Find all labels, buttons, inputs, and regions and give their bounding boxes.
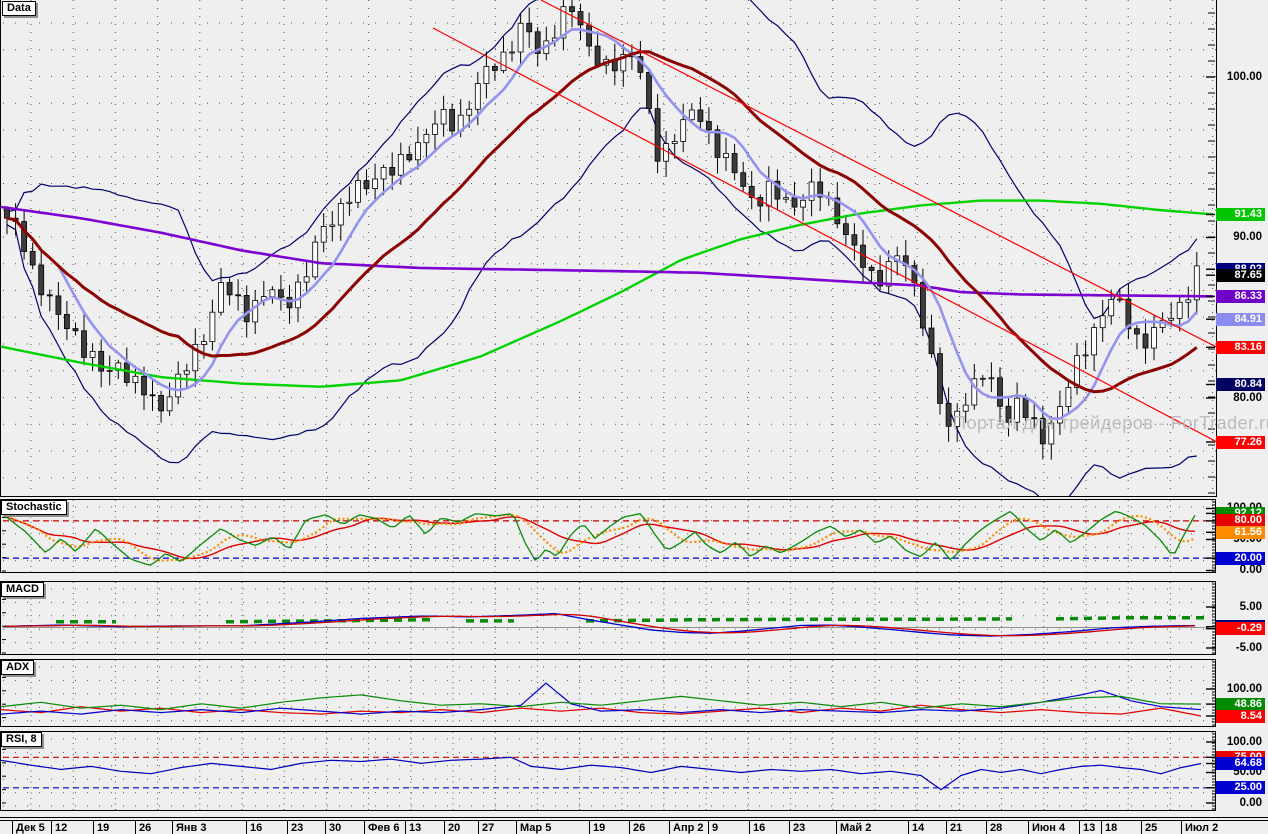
- scale-badge: 48.86: [1216, 697, 1265, 711]
- scale-badge: 87.65: [1216, 268, 1265, 282]
- scale-badge: 83.16: [1216, 340, 1265, 354]
- date-label: Апр 2: [673, 822, 704, 834]
- date-label: 26: [139, 822, 152, 834]
- date-label: 23: [291, 822, 304, 834]
- scale-label: 0.00: [1239, 564, 1262, 576]
- date-label: Янв 3: [176, 822, 207, 834]
- adx-panel-label[interactable]: ADX: [1, 660, 35, 675]
- date-label: 20: [448, 822, 461, 834]
- date-tick: [749, 821, 750, 834]
- date-label: 30: [329, 822, 342, 834]
- adx-canvas: [1, 660, 1215, 726]
- scale-badge: 80.00: [1216, 514, 1265, 528]
- time-axis-line: [0, 820, 1268, 821]
- date-tick: [172, 821, 173, 834]
- date-label: Дек 5: [16, 822, 45, 834]
- adx-panel[interactable]: [0, 659, 1216, 727]
- scale-badge: 61.56: [1216, 525, 1265, 539]
- stochastic-canvas: [2, 500, 1215, 572]
- date-tick: [1181, 821, 1182, 834]
- stochastic-panel[interactable]: [0, 499, 1216, 573]
- date-tick: [287, 821, 288, 834]
- scale-badge: 86.33: [1216, 289, 1265, 303]
- date-label: 16: [250, 822, 263, 834]
- date-tick: [1028, 821, 1029, 834]
- price-panel[interactable]: [0, 0, 1217, 497]
- date-label: 13: [409, 822, 422, 834]
- scale-badge: 80.84: [1216, 378, 1265, 391]
- scale-badge: 77.26: [1216, 435, 1265, 449]
- scale-label: 90.00: [1233, 231, 1262, 243]
- scale-badge: 91.43: [1216, 208, 1265, 221]
- watermark: Портал для трейдеров - ForTrader.ru: [953, 413, 1268, 433]
- date-label: Июн 4: [1032, 822, 1066, 834]
- date-tick: [789, 821, 790, 834]
- price-chart-canvas: [1, 0, 1216, 496]
- date-tick: [135, 821, 136, 834]
- date-tick: [908, 821, 909, 834]
- date-label: Мар 5: [520, 822, 552, 834]
- date-tick: [325, 821, 326, 834]
- date-tick: [405, 821, 406, 834]
- rsi-canvas: [1, 732, 1215, 810]
- date-tick: [836, 821, 837, 834]
- date-label: 13: [1083, 822, 1096, 834]
- scale-label: 5.00: [1239, 600, 1262, 613]
- date-tick: [12, 821, 13, 834]
- scale-badge: 84.91: [1216, 312, 1265, 326]
- time-axis[interactable]: Дек 5 12 19 26 Янв 3 16 23 30 Фев 6 13 20 27 Мар 5 19…: [0, 817, 1268, 834]
- date-tick: [444, 821, 445, 834]
- date-tick: [51, 821, 52, 834]
- date-tick: [246, 821, 247, 834]
- scale-label: 100.00: [1226, 70, 1262, 83]
- rsi-panel-label[interactable]: RSI, 8: [1, 732, 42, 747]
- scale-badge: 8.54: [1216, 709, 1265, 723]
- date-label: 14: [912, 822, 925, 834]
- date-tick: [1141, 821, 1142, 834]
- date-label: 25: [1145, 822, 1158, 834]
- date-tick: [986, 821, 987, 834]
- date-label: 18: [1105, 822, 1118, 834]
- macd-panel-label[interactable]: MACD: [1, 582, 44, 597]
- date-tick: [478, 821, 479, 834]
- date-label: Фев 6: [368, 822, 400, 834]
- date-label: 27: [482, 822, 495, 834]
- scale-badge: -0.29: [1216, 622, 1265, 636]
- date-tick: [516, 821, 517, 834]
- scale-badge: 20.00: [1216, 551, 1265, 565]
- scale-badge: 25.00: [1216, 781, 1265, 795]
- date-tick: [708, 821, 709, 834]
- scale-badge: 64.68: [1216, 757, 1265, 770]
- scale-label: 100.00: [1226, 682, 1262, 695]
- stochastic-panel-label[interactable]: Stochastic: [1, 500, 67, 515]
- date-label: 23: [793, 822, 806, 834]
- macd-panel[interactable]: [0, 581, 1216, 655]
- date-tick: [93, 821, 94, 834]
- date-label: 16: [753, 822, 766, 834]
- date-tick: [364, 821, 365, 834]
- date-label: 21: [950, 822, 963, 834]
- scale-label: 0.00: [1239, 796, 1262, 809]
- date-tick: [629, 821, 630, 834]
- macd-canvas: [2, 582, 1215, 654]
- scale-label: 80.00: [1233, 391, 1262, 404]
- date-label: 19: [593, 822, 606, 834]
- scale-label: 100.00: [1226, 735, 1262, 748]
- date-label: 12: [55, 822, 68, 834]
- date-label: 28: [990, 822, 1003, 834]
- date-label: Июл 2: [1185, 822, 1219, 834]
- date-label: Май 2: [840, 822, 872, 834]
- date-label: 19: [97, 822, 110, 834]
- price-panel-label[interactable]: Data: [2, 1, 36, 16]
- date-tick: [1079, 821, 1080, 834]
- date-tick: [1101, 821, 1102, 834]
- date-label: 9: [712, 822, 719, 834]
- scale-label: -5.00: [1235, 641, 1262, 654]
- date-tick: [669, 821, 670, 834]
- date-label: 26: [633, 822, 646, 834]
- date-tick: [946, 821, 947, 834]
- rsi-panel[interactable]: [0, 731, 1216, 811]
- date-tick: [589, 821, 590, 834]
